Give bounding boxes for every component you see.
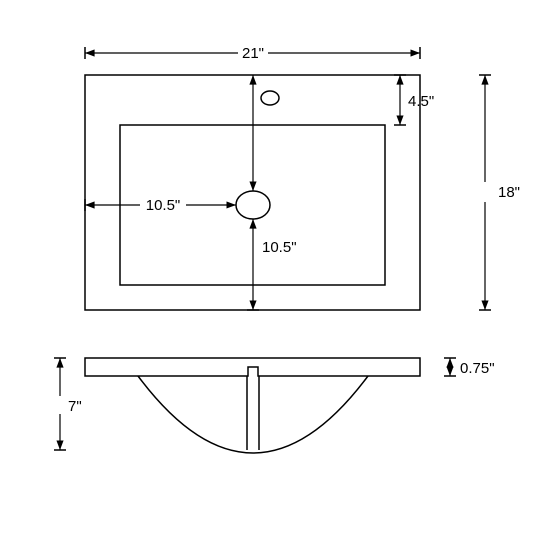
dim-drain-y: 10.5" [247,75,297,310]
dim-faucet-offset: 4.5" [394,75,434,125]
side-view [85,358,420,453]
dim-depth: 7" [48,358,82,450]
dim-depth-label: 7" [68,398,82,415]
drain-hole [236,191,270,219]
dim-drain-y-label: 10.5" [262,239,297,256]
bowl-arc [138,376,368,453]
dim-height: 18" [472,75,520,310]
dim-drain-x-label: 10.5" [146,197,181,214]
dim-thickness: 0.75" [444,358,495,377]
dim-width-label: 21" [242,45,264,62]
sink-dimension-diagram: 21" 18" 4.5" 10.5" 10.5" 0.75" [0,0,550,550]
dim-faucet-label: 4.5" [408,93,434,110]
side-slab [85,358,420,376]
faucet-hole [261,91,279,105]
dim-height-label: 18" [498,184,520,201]
dim-width: 21" [85,42,420,62]
dim-thickness-label: 0.75" [460,360,495,377]
dim-drain-x: 10.5" [85,194,236,214]
